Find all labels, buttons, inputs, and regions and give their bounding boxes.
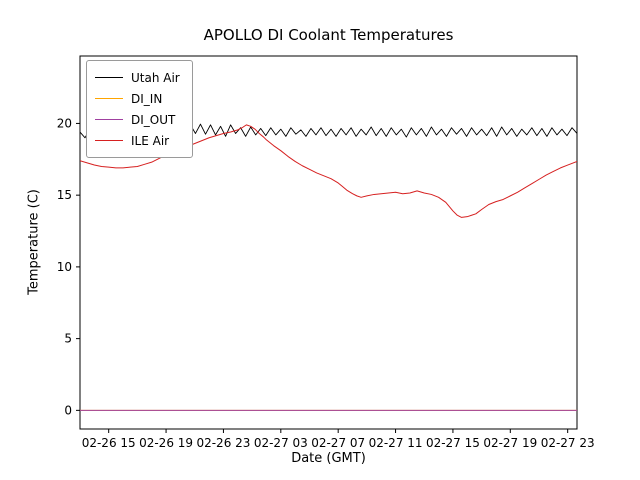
x-tick-label: 02-26 19 (139, 436, 193, 450)
legend-item-utah-air: Utah Air (95, 67, 180, 88)
legend-line-sample (95, 98, 123, 99)
legend: Utah Air DI_IN DI_OUT ILE Air (86, 60, 193, 158)
x-tick-label: 02-27 07 (311, 436, 365, 450)
legend-label: DI_IN (131, 91, 163, 106)
x-tick-label: 02-27 23 (541, 436, 595, 450)
legend-item-ile-air: ILE Air (95, 130, 180, 151)
y-tick-label: 15 (57, 188, 72, 202)
x-tick-label: 02-27 15 (426, 436, 480, 450)
y-axis-label: Temperature (C) (26, 189, 42, 295)
y-tick-label: 10 (57, 260, 72, 274)
x-tick-label: 02-26 23 (196, 436, 250, 450)
y-tick-label: 0 (64, 403, 72, 417)
legend-item-di-out: DI_OUT (95, 109, 180, 130)
y-tick-label: 5 (64, 332, 72, 346)
legend-item-di-in: DI_IN (95, 88, 180, 109)
chart-title: APOLLO DI Coolant Temperatures (203, 26, 454, 44)
x-axis-label: Date (GMT) (291, 451, 366, 466)
series-group (80, 123, 577, 411)
x-tick-label: 02-27 03 (254, 436, 308, 450)
legend-label: Utah Air (131, 70, 180, 85)
x-tick-label: 02-27 11 (369, 436, 423, 450)
x-tick-label: 02-27 19 (483, 436, 537, 450)
legend-line-sample (95, 140, 123, 141)
y-tick-label: 20 (57, 116, 72, 130)
legend-label: ILE Air (131, 133, 170, 148)
x-axis-ticks: 02-26 15 02-26 19 02-26 23 02-27 03 02-27 07… (82, 429, 595, 450)
legend-label: DI_OUT (131, 112, 176, 127)
axes-frame (79, 55, 578, 430)
y-axis-ticks: 0 5 10 15 20 (57, 116, 80, 417)
legend-line-sample (95, 119, 123, 120)
x-tick-label: 02-26 15 (82, 436, 136, 450)
legend-line-sample (95, 77, 123, 78)
